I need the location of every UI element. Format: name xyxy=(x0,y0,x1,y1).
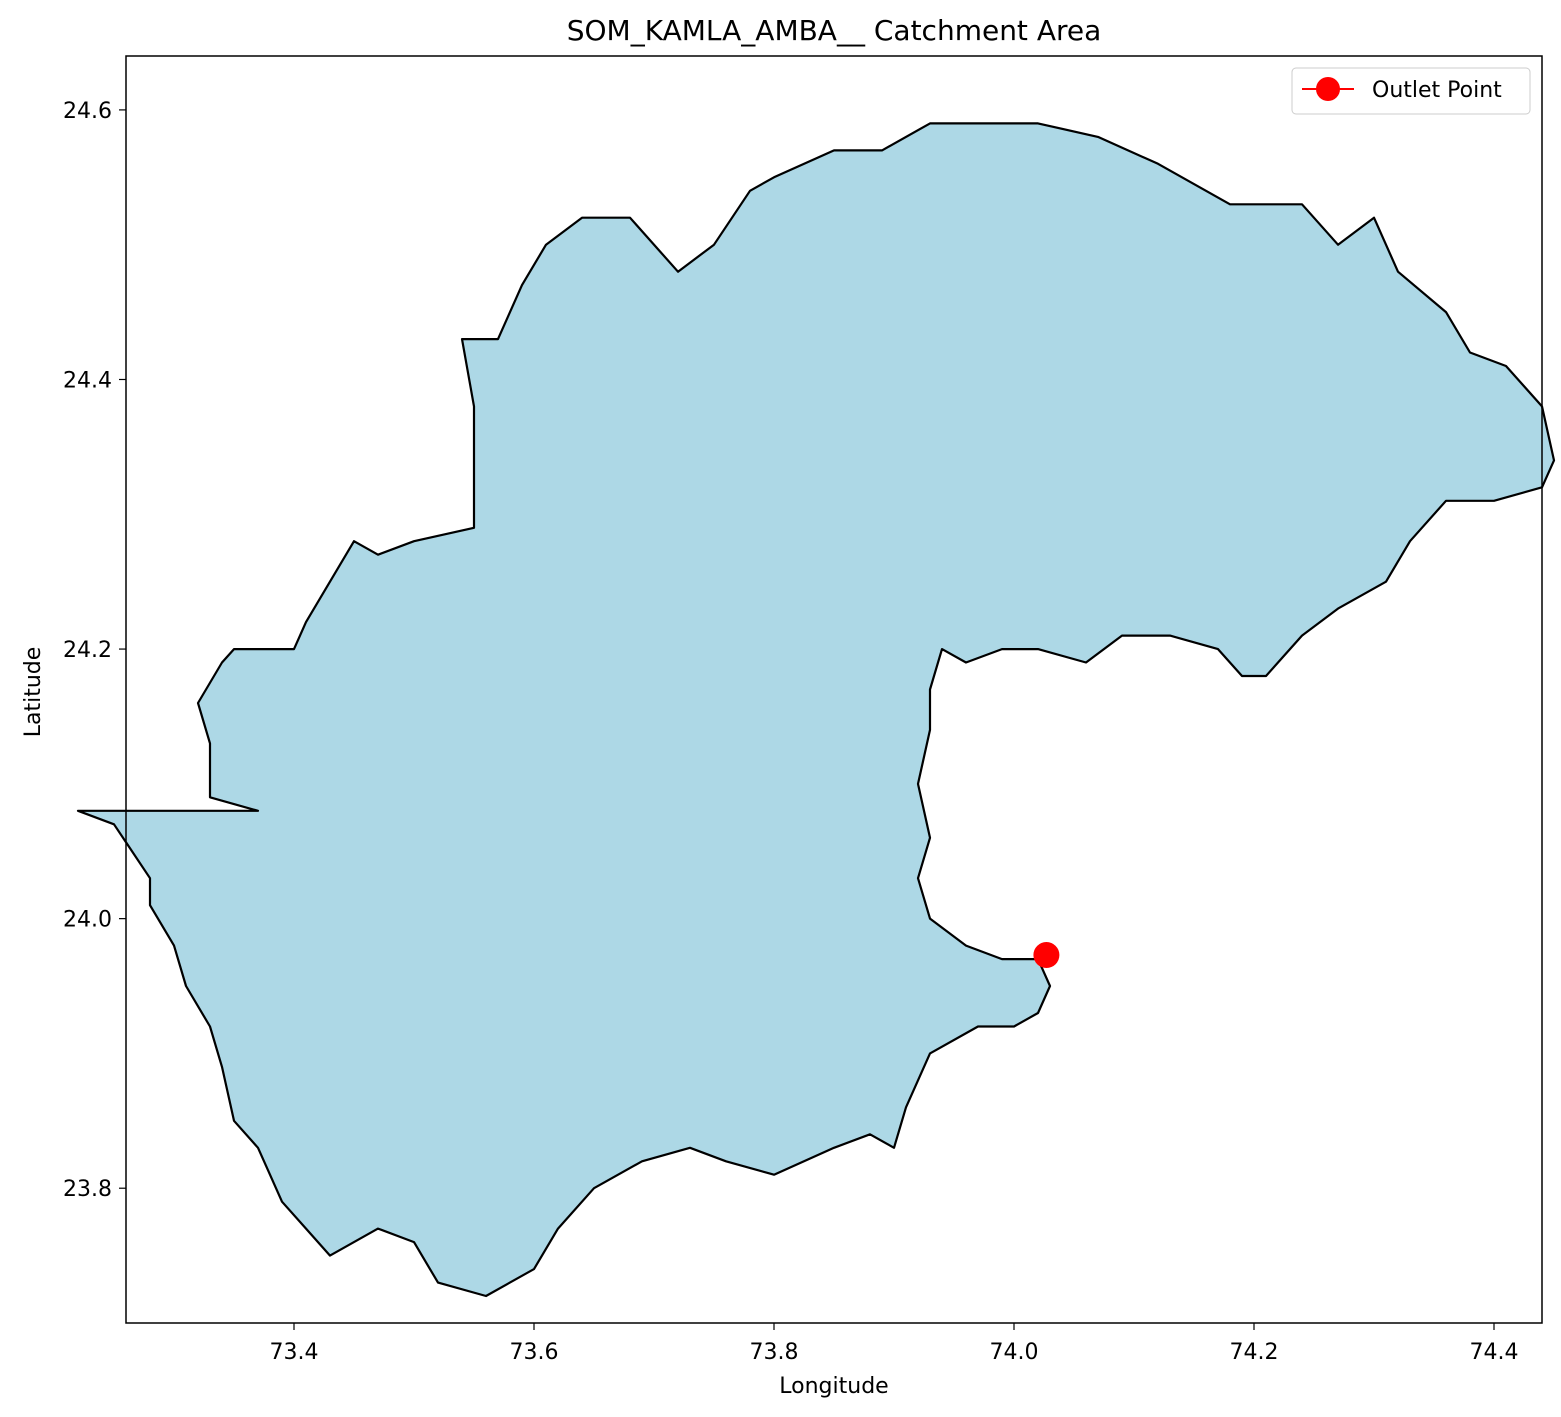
x-tick-label: 73.8 xyxy=(750,1340,799,1365)
plot-area xyxy=(76,55,1556,1324)
map-title: SOM_KAMLA_AMBA__ Catchment Area xyxy=(567,14,1102,47)
axes-frame xyxy=(125,55,1543,1324)
x-axis-label: Longitude xyxy=(779,1374,888,1399)
y-tick-label: 24.0 xyxy=(63,908,112,933)
x-tick-label: 74.2 xyxy=(1230,1340,1279,1365)
x-axis-ticks: 73.4 73.6 73.8 74.0 74.2 74.4 xyxy=(270,1323,1519,1365)
x-tick-label: 74.0 xyxy=(990,1340,1039,1365)
legend-box xyxy=(1291,67,1531,115)
y-tick-label: 24.4 xyxy=(63,368,112,393)
x-tick-label: 73.6 xyxy=(510,1340,559,1365)
outlet-layer xyxy=(1033,942,1060,969)
catchment-layer xyxy=(76,122,1556,1298)
y-tick-label: 24.2 xyxy=(63,638,112,663)
legend-label-outlet-point: Outlet Point xyxy=(1372,78,1502,103)
y-tick-label: 24.6 xyxy=(63,99,112,124)
legend-marker-swatch xyxy=(1316,77,1340,101)
y-axis-ticks: 23.8 24.0 24.2 24.4 24.6 xyxy=(63,99,126,1202)
legend: Outlet Point xyxy=(1291,67,1531,115)
y-tick-label: 23.8 xyxy=(63,1177,112,1202)
x-tick-label: 74.4 xyxy=(1470,1340,1519,1365)
y-axis-label: Latitude xyxy=(21,647,46,738)
catchment-polygon xyxy=(76,122,1556,1298)
x-tick-label: 73.4 xyxy=(270,1340,319,1365)
outlet-point-marker xyxy=(1033,942,1060,969)
